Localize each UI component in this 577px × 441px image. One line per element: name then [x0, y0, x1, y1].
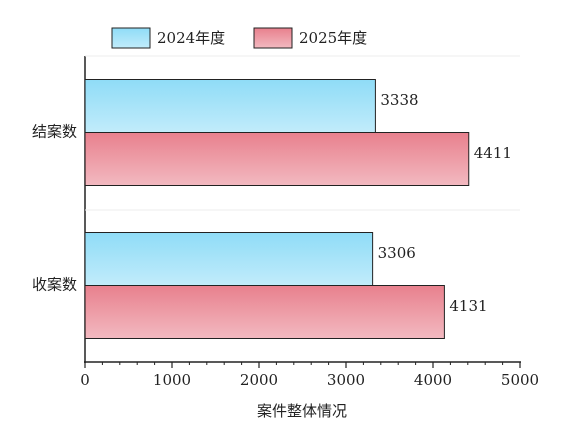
- value-label: 3306: [378, 244, 416, 262]
- legend-label: 2024年度: [157, 29, 225, 47]
- legend-label: 2025年度: [299, 29, 367, 47]
- legend-swatch: [111, 27, 151, 49]
- x-tick-label: 0: [80, 371, 90, 389]
- x-axis-label: 案件整体情况: [257, 402, 347, 420]
- bar: [84, 285, 445, 339]
- bar: [84, 79, 376, 133]
- x-tick-label: 5000: [501, 371, 539, 389]
- value-label: 3338: [380, 91, 418, 109]
- bar: [84, 232, 374, 286]
- x-tick-label: 4000: [414, 371, 452, 389]
- y-tick-label: 结案数: [32, 123, 77, 141]
- x-tick-label: 3000: [327, 371, 365, 389]
- value-label: 4131: [449, 297, 487, 315]
- legend-swatch: [253, 27, 293, 49]
- x-tick-label: 1000: [153, 371, 191, 389]
- bar: [84, 132, 470, 186]
- x-tick-label: 2000: [240, 371, 278, 389]
- y-tick-label: 收案数: [32, 276, 77, 294]
- value-label: 4411: [474, 144, 512, 162]
